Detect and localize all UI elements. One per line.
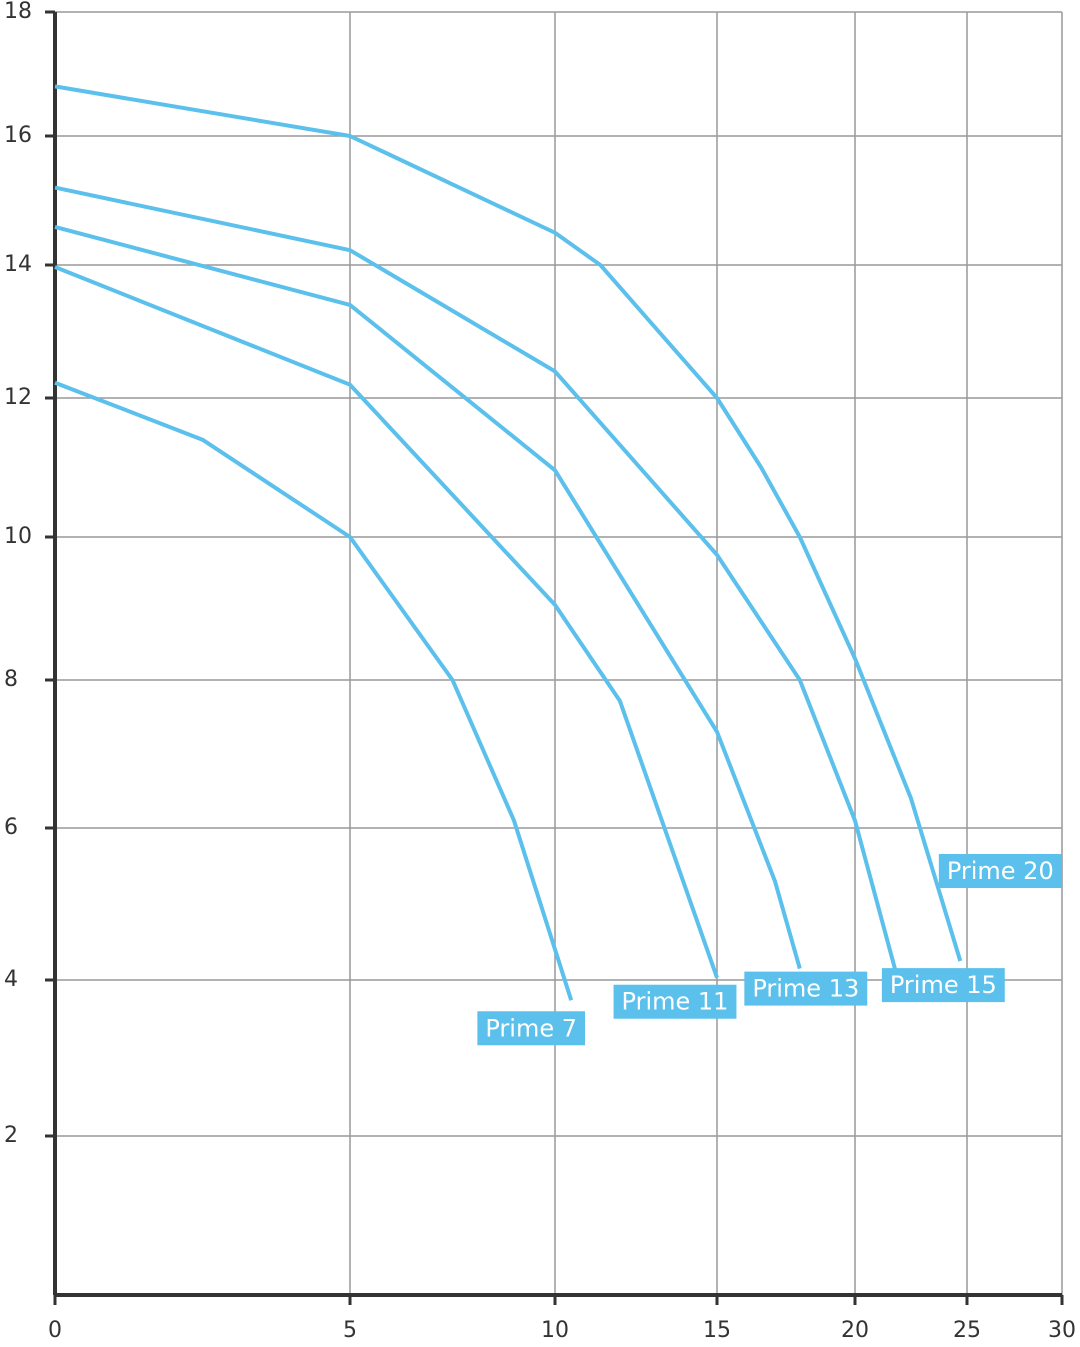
series-label: Prime 15	[881, 968, 1005, 1003]
label-box	[744, 971, 868, 1006]
label-box	[881, 968, 1005, 1003]
series-label-text: Prime 13	[752, 975, 859, 1003]
y-tick-label: 8	[4, 667, 18, 692]
curve	[54, 265, 719, 979]
series-label: Prime 11	[613, 984, 737, 1019]
x-tick-label: 15	[703, 1318, 731, 1343]
y-tick-label: 16	[4, 123, 32, 148]
curve	[54, 380, 574, 1001]
y-tick-label: 4	[4, 967, 18, 992]
series-label: Prime 7	[477, 1011, 586, 1046]
x-tick-label: 25	[953, 1318, 981, 1343]
label-box	[477, 1011, 586, 1046]
y-tick-label: 18	[4, 0, 32, 24]
curve	[54, 185, 898, 971]
y-tick-label: 2	[4, 1123, 18, 1148]
series-label-text: Prime 20	[947, 857, 1054, 885]
series-label-text: Prime 7	[485, 1014, 577, 1042]
label-box	[613, 984, 737, 1019]
y-tick-label: 6	[4, 815, 18, 840]
x-tick-label: 5	[343, 1318, 357, 1343]
series-label-text: Prime 15	[890, 971, 997, 999]
series-label: Prime 13	[744, 971, 868, 1006]
x-tick-label: 0	[48, 1318, 62, 1343]
curve	[54, 84, 963, 962]
x-tick-label: 10	[541, 1318, 569, 1343]
series-label-text: Prime 11	[622, 988, 729, 1016]
y-tick-label: 14	[4, 252, 32, 277]
y-tick-label: 10	[4, 524, 32, 549]
curve	[54, 225, 802, 970]
x-tick-label: 20	[841, 1318, 869, 1343]
label-box	[938, 854, 1062, 888]
series-label: Prime 20	[938, 854, 1062, 888]
y-tick-label: 12	[4, 385, 32, 410]
x-tick-label: 30	[1048, 1318, 1076, 1343]
